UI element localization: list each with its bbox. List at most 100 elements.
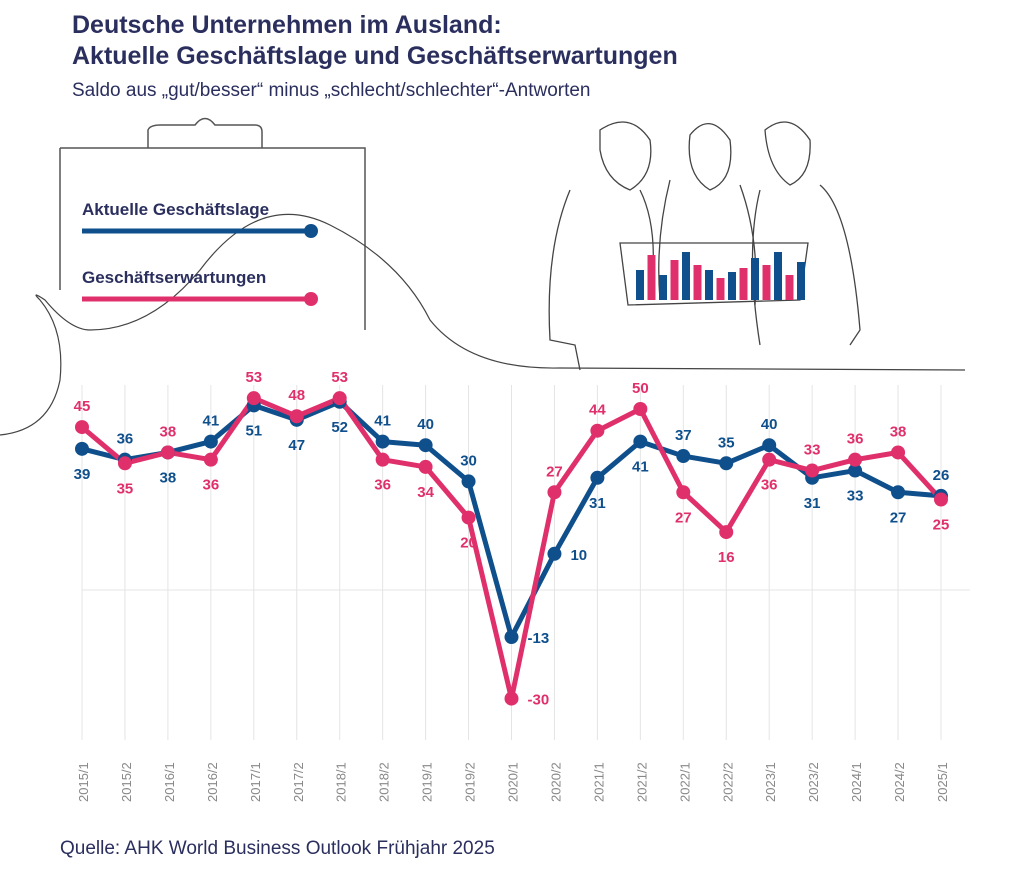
data-label: 36 xyxy=(203,477,220,494)
x-tick-label: 2021/1 xyxy=(591,762,606,802)
data-point xyxy=(547,485,562,500)
mini-bar-illustration xyxy=(636,252,805,300)
data-point xyxy=(633,402,648,416)
data-point xyxy=(504,691,519,706)
x-tick-label: 2018/1 xyxy=(334,762,349,802)
x-tick-label: 2017/2 xyxy=(291,762,306,802)
data-label: 38 xyxy=(160,469,177,486)
legend-label-lage: Aktuelle Geschäftslage xyxy=(82,200,269,219)
mini-bar xyxy=(716,278,725,300)
data-point xyxy=(418,438,433,453)
data-label: 36 xyxy=(117,431,134,448)
data-point xyxy=(805,463,820,478)
data-label: 51 xyxy=(245,422,262,439)
data-point xyxy=(547,546,562,561)
x-tick-label: 2016/2 xyxy=(205,762,220,802)
data-label: 20 xyxy=(460,535,477,552)
x-tick-label: 2021/2 xyxy=(634,762,649,802)
data-point xyxy=(719,456,734,471)
data-label: 36 xyxy=(847,431,864,448)
data-label: -30 xyxy=(528,692,550,709)
legend-label-erwartungen: Geschäftserwartungen xyxy=(82,268,266,287)
x-tick-label: 2017/1 xyxy=(248,762,263,802)
data-point xyxy=(590,423,605,438)
data-point xyxy=(848,452,863,467)
x-tick-label: 2024/2 xyxy=(892,762,907,802)
x-tick-label: 2022/1 xyxy=(677,762,692,802)
x-tick-label: 2025/1 xyxy=(935,762,950,802)
data-label: 38 xyxy=(160,423,177,440)
x-tick-label: 2016/1 xyxy=(162,762,177,802)
data-label: 45 xyxy=(74,398,91,415)
data-label: 41 xyxy=(374,413,391,430)
chart-title: Deutsche Unternehmen im Ausland: Aktuell… xyxy=(72,10,678,72)
data-label: 30 xyxy=(460,452,477,469)
x-tick-label: 2019/1 xyxy=(420,762,435,802)
source-note: Quelle: AHK World Business Outlook Frühj… xyxy=(60,838,495,859)
data-label: 44 xyxy=(589,402,606,419)
title-line-1: Deutsche Unternehmen im Ausland: xyxy=(72,11,502,39)
legend: Aktuelle Geschäftslage Geschäftserwartun… xyxy=(82,200,318,306)
data-label: 53 xyxy=(245,369,262,386)
data-point xyxy=(160,445,175,460)
data-label: 27 xyxy=(675,509,692,526)
data-label: 35 xyxy=(117,480,134,497)
legend-marker-erwartungen xyxy=(304,292,318,306)
data-point xyxy=(676,449,691,464)
data-label: 16 xyxy=(718,549,735,566)
x-tick-label: 2020/2 xyxy=(548,762,563,802)
x-tick-label: 2022/2 xyxy=(720,762,735,802)
data-label: 27 xyxy=(890,509,907,526)
mini-bar xyxy=(647,255,656,300)
data-label: -13 xyxy=(528,630,550,647)
data-point xyxy=(75,441,89,456)
data-label: 26 xyxy=(933,467,950,484)
data-point xyxy=(461,474,476,489)
data-label: 41 xyxy=(632,459,649,476)
data-point xyxy=(461,510,476,525)
x-tick-label: 2023/1 xyxy=(763,762,778,802)
data-point xyxy=(762,438,777,453)
x-tick-label: 2024/1 xyxy=(849,762,864,802)
mini-bar xyxy=(797,262,805,300)
data-label: 37 xyxy=(675,427,692,444)
data-label: 25 xyxy=(933,517,950,534)
data-label: 38 xyxy=(890,423,907,440)
data-label: 53 xyxy=(331,369,348,386)
data-label: 33 xyxy=(804,442,821,459)
mini-bar xyxy=(774,252,782,300)
data-label: 41 xyxy=(203,413,220,430)
data-label: 34 xyxy=(417,484,434,501)
data-point xyxy=(117,456,132,471)
data-label: 40 xyxy=(417,416,434,433)
data-point xyxy=(375,452,390,467)
data-point xyxy=(75,420,89,435)
data-label: 27 xyxy=(546,463,563,480)
mini-bar xyxy=(636,270,644,300)
data-label: 52 xyxy=(331,419,348,436)
data-point xyxy=(676,485,691,500)
data-label: 50 xyxy=(632,380,649,397)
mini-bar xyxy=(762,265,771,300)
data-label: 33 xyxy=(847,488,864,505)
data-point xyxy=(504,630,519,645)
x-tick-label: 2018/2 xyxy=(377,762,392,802)
x-tick-label: 2015/1 xyxy=(76,762,91,802)
clipboard-illustration xyxy=(0,117,966,436)
data-point xyxy=(934,492,948,507)
mini-bar xyxy=(739,268,748,300)
data-point xyxy=(289,409,304,424)
title-line-2: Aktuelle Geschäftslage und Geschäftserwa… xyxy=(72,42,678,70)
data-label: 31 xyxy=(589,495,606,512)
data-point xyxy=(848,463,863,478)
data-point xyxy=(203,452,218,467)
data-point xyxy=(418,459,433,474)
data-label: 10 xyxy=(570,547,587,564)
x-tick-label: 2019/2 xyxy=(463,762,478,802)
data-label: 47 xyxy=(288,437,305,454)
data-label: 31 xyxy=(804,495,821,512)
x-tick-label: 2015/2 xyxy=(119,762,134,802)
data-point xyxy=(246,391,261,406)
